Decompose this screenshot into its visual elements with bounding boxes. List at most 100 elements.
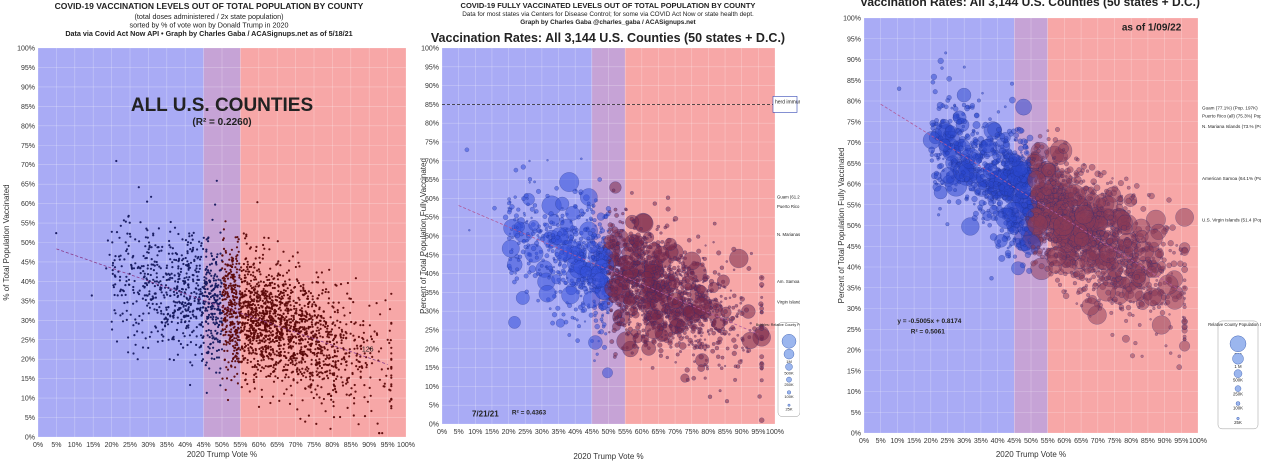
data-point xyxy=(345,360,348,363)
data-point xyxy=(238,303,241,306)
data-point xyxy=(731,350,737,357)
data-point xyxy=(689,270,695,276)
legend-title: Bubbles: Relative County Population Size xyxy=(756,323,800,327)
data-point xyxy=(251,342,254,345)
data-point xyxy=(291,290,294,294)
data-point xyxy=(275,335,278,338)
data-point xyxy=(239,326,243,329)
data-point xyxy=(304,420,307,423)
data-point xyxy=(310,321,313,324)
data-point xyxy=(355,365,358,368)
data-point xyxy=(629,216,635,222)
data-point xyxy=(296,373,300,376)
data-point xyxy=(307,325,310,328)
data-point xyxy=(594,288,600,294)
data-point xyxy=(526,196,529,200)
data-point xyxy=(207,329,210,332)
y-tick-label: 70% xyxy=(425,158,439,165)
data-point xyxy=(324,290,327,294)
data-point xyxy=(342,348,345,351)
chart-panel-1: COVID-19 VACCINATION LEVELS OUT OF TOTAL… xyxy=(0,0,418,464)
data-point xyxy=(298,368,301,371)
x-tick-label: 40% xyxy=(568,429,582,436)
x-tick-label: 55% xyxy=(618,429,632,436)
legend-bubble xyxy=(787,390,792,395)
y-tick-label: 55% xyxy=(425,215,439,222)
data-point xyxy=(146,267,149,270)
data-point xyxy=(160,249,163,252)
data-point xyxy=(311,303,314,306)
data-point xyxy=(203,294,206,298)
data-point xyxy=(247,349,250,352)
data-point xyxy=(364,361,367,365)
data-point xyxy=(153,292,156,295)
data-point xyxy=(618,219,622,224)
data-point xyxy=(362,331,365,334)
data-point xyxy=(715,303,720,308)
data-point xyxy=(310,305,314,308)
data-point xyxy=(305,366,308,369)
data-point xyxy=(618,255,634,271)
data-point xyxy=(302,328,305,331)
data-point xyxy=(304,310,307,313)
data-point xyxy=(295,278,298,281)
data-point xyxy=(195,282,198,285)
data-point xyxy=(339,415,342,419)
data-point xyxy=(211,218,214,221)
data-point xyxy=(570,229,573,233)
data-point xyxy=(277,344,280,347)
data-point xyxy=(353,397,356,400)
data-point xyxy=(333,373,336,377)
data-point xyxy=(201,311,204,314)
data-point xyxy=(162,275,165,279)
data-point xyxy=(147,302,150,305)
data-point xyxy=(280,295,283,298)
data-point xyxy=(292,318,296,321)
data-point xyxy=(269,291,272,294)
data-point xyxy=(331,356,334,359)
data-point xyxy=(224,249,227,253)
data-point xyxy=(375,332,378,335)
data-point xyxy=(213,312,216,315)
data-point xyxy=(167,252,170,255)
data-point xyxy=(702,344,708,350)
data-point xyxy=(309,378,312,381)
data-point xyxy=(228,253,232,256)
data-point xyxy=(605,307,611,312)
data-point xyxy=(213,307,216,310)
data-point xyxy=(142,270,145,273)
data-point xyxy=(649,296,653,300)
data-point xyxy=(589,240,593,244)
data-point xyxy=(388,400,391,403)
data-point xyxy=(346,406,349,409)
data-point xyxy=(276,240,279,243)
data-point xyxy=(152,278,155,281)
data-point xyxy=(229,268,232,271)
data-point xyxy=(211,337,214,340)
data-point xyxy=(613,290,618,295)
data-point xyxy=(369,347,372,350)
data-point xyxy=(260,314,263,317)
data-point xyxy=(278,293,281,296)
data-point xyxy=(215,322,219,325)
data-point xyxy=(275,263,278,266)
data-point xyxy=(325,288,328,291)
data-point xyxy=(132,285,135,289)
data-point xyxy=(641,341,656,356)
data-point xyxy=(349,332,352,335)
data-point xyxy=(205,273,208,276)
data-point xyxy=(222,228,225,231)
data-point xyxy=(176,322,179,325)
data-point xyxy=(294,335,297,338)
data-point xyxy=(214,329,217,332)
data-point xyxy=(221,254,224,257)
data-point xyxy=(579,157,583,161)
data-point xyxy=(268,324,271,328)
data-point xyxy=(301,310,304,313)
data-point xyxy=(231,257,235,260)
data-point xyxy=(739,296,743,300)
data-point xyxy=(173,309,176,312)
data-point xyxy=(244,304,247,307)
x-tick-label: 75% xyxy=(1107,438,1121,445)
data-point xyxy=(577,285,581,289)
